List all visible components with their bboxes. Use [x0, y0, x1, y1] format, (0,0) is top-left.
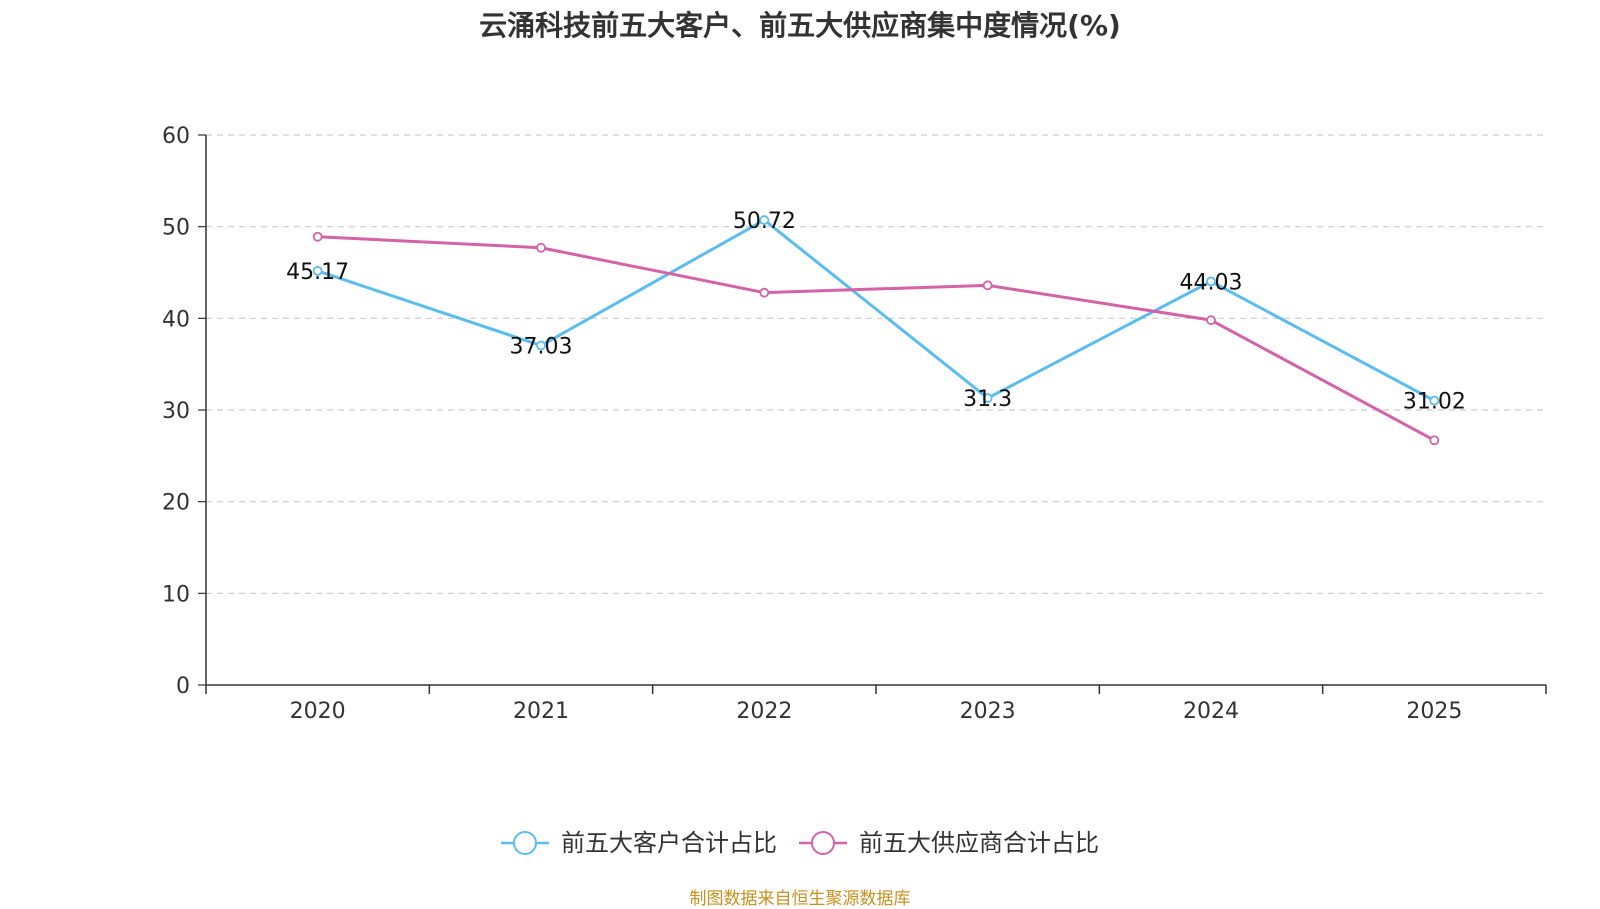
data-point: [1429, 395, 1440, 406]
y-tick-label: 10: [162, 582, 190, 607]
series-line: [317, 218, 1436, 402]
data-label: 31.3: [963, 387, 1012, 412]
series-line: [317, 235, 1436, 442]
data-point: [1206, 276, 1216, 287]
y-tick-label: 40: [162, 307, 190, 332]
legend-marker: [513, 831, 537, 855]
data-point: [759, 215, 770, 225]
data-point: [312, 266, 323, 276]
axes: 0 10 20 30 40 50 60 2020 2021 2022 2023 2024 2025: [162, 124, 1547, 724]
legend-marker: [811, 831, 835, 855]
data-labels: 45.17 37.03 50.72 31.3 44.03 31.02: [286, 209, 1466, 415]
y-tick-label: 60: [162, 124, 190, 149]
data-point: [536, 340, 546, 351]
series-lines: [312, 215, 1440, 446]
data-point: [759, 287, 770, 298]
data-label: 50.72: [733, 209, 796, 234]
legend: 前五大客户合计占比 前五大供应商合计占比: [501, 829, 1099, 857]
data-point: [982, 280, 993, 291]
data-point: [536, 242, 546, 253]
x-tick-label: 2023: [960, 699, 1016, 724]
data-label: 37.03: [510, 335, 573, 360]
series-1: [312, 215, 1440, 406]
x-tick-label: 2024: [1183, 699, 1239, 724]
legend-item-2: 前五大供应商合计占比: [799, 829, 1099, 857]
legend-label: 前五大供应商合计占比: [859, 829, 1099, 857]
x-tick-label: 2020: [290, 699, 346, 724]
series-2: [312, 231, 1440, 446]
y-tick-label: 20: [162, 491, 190, 516]
data-point: [1429, 435, 1440, 446]
x-tick-label: 2025: [1406, 699, 1462, 724]
legend-item-1: 前五大客户合计占比: [501, 829, 777, 857]
y-tick-label: 30: [162, 399, 190, 424]
grid-lines: [206, 134, 1546, 594]
data-point: [1206, 315, 1216, 326]
data-point: [312, 231, 323, 242]
y-tick-label: 0: [176, 674, 190, 699]
x-tick-label: 2022: [736, 699, 792, 724]
data-label: 31.02: [1403, 390, 1466, 415]
x-tick-label: 2021: [513, 699, 569, 724]
data-point: [982, 393, 993, 403]
legend-label: 前五大客户合计占比: [561, 829, 777, 857]
data-label: 44.03: [1180, 270, 1243, 295]
data-source-note: 制图数据来自恒生聚源数据库: [689, 889, 911, 909]
y-tick-label: 50: [162, 216, 190, 241]
chart-title: 云涌科技前五大客户、前五大供应商集中度情况(%): [479, 9, 1121, 42]
data-label: 45.17: [286, 260, 349, 285]
